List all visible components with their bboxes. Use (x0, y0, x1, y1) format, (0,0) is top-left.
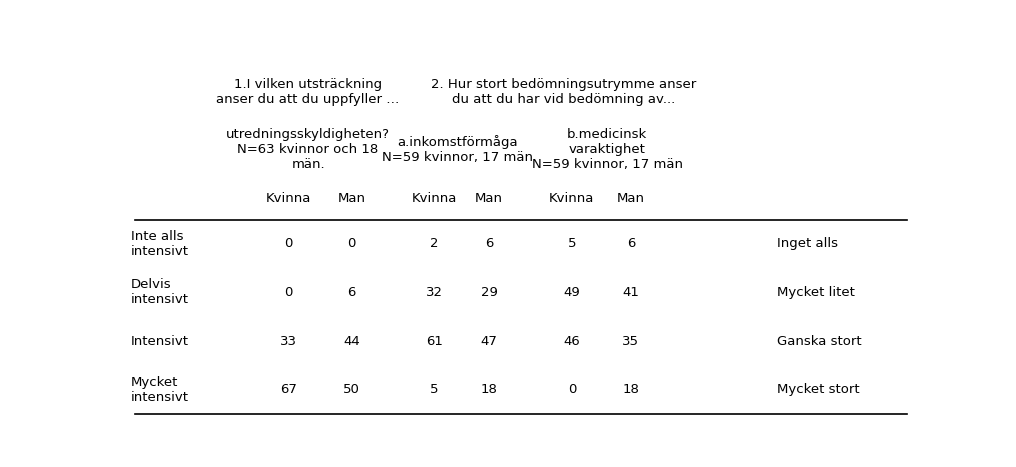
Text: 2: 2 (430, 237, 438, 250)
Text: Kvinna: Kvinna (550, 191, 594, 205)
Text: b.medicinsk
varaktighet
N=59 kvinnor, 17 män: b.medicinsk varaktighet N=59 kvinnor, 17… (531, 128, 683, 171)
Text: Man: Man (617, 191, 645, 205)
Text: Intensivt: Intensivt (131, 334, 189, 347)
Text: 18: 18 (623, 383, 639, 396)
Text: Inget alls: Inget alls (776, 237, 837, 250)
Text: 6: 6 (485, 237, 494, 250)
Text: 5: 5 (568, 237, 576, 250)
Text: 5: 5 (430, 383, 438, 396)
Text: 35: 35 (623, 334, 639, 347)
Text: 47: 47 (481, 334, 498, 347)
Text: 6: 6 (347, 286, 356, 299)
Text: 1.I vilken utsträckning
anser du att du uppfyller …: 1.I vilken utsträckning anser du att du … (216, 78, 399, 106)
Text: Inte alls
intensivt: Inte alls intensivt (131, 230, 189, 258)
Text: 67: 67 (280, 383, 297, 396)
Text: 29: 29 (481, 286, 498, 299)
Text: Mycket
intensivt: Mycket intensivt (131, 375, 189, 403)
Text: 0: 0 (568, 383, 576, 396)
Text: 18: 18 (481, 383, 498, 396)
Text: 32: 32 (426, 286, 443, 299)
Text: a.inkomstförmåga
N=59 kvinnor, 17 män: a.inkomstförmåga N=59 kvinnor, 17 män (382, 135, 533, 164)
Text: 41: 41 (623, 286, 639, 299)
Text: Mycket stort: Mycket stort (776, 383, 860, 396)
Text: Kvinna: Kvinna (411, 191, 457, 205)
Text: 50: 50 (343, 383, 360, 396)
Text: Man: Man (475, 191, 503, 205)
Text: utredningsskyldigheten?
N=63 kvinnor och 18
män.: utredningsskyldigheten? N=63 kvinnor och… (227, 128, 390, 171)
Text: Mycket litet: Mycket litet (776, 286, 854, 299)
Text: Ganska stort: Ganska stort (776, 334, 862, 347)
Text: 0: 0 (284, 237, 293, 250)
Text: Man: Man (337, 191, 366, 205)
Text: Kvinna: Kvinna (266, 191, 311, 205)
Text: 0: 0 (347, 237, 356, 250)
Text: 2. Hur stort bedömningsutrymme anser
du att du har vid bedömning av...: 2. Hur stort bedömningsutrymme anser du … (432, 78, 697, 106)
Text: 0: 0 (284, 286, 293, 299)
Text: 33: 33 (280, 334, 297, 347)
Text: Delvis
intensivt: Delvis intensivt (131, 278, 189, 306)
Text: 46: 46 (564, 334, 580, 347)
Text: 6: 6 (627, 237, 635, 250)
Text: 44: 44 (343, 334, 360, 347)
Text: 61: 61 (426, 334, 443, 347)
Text: 49: 49 (564, 286, 580, 299)
